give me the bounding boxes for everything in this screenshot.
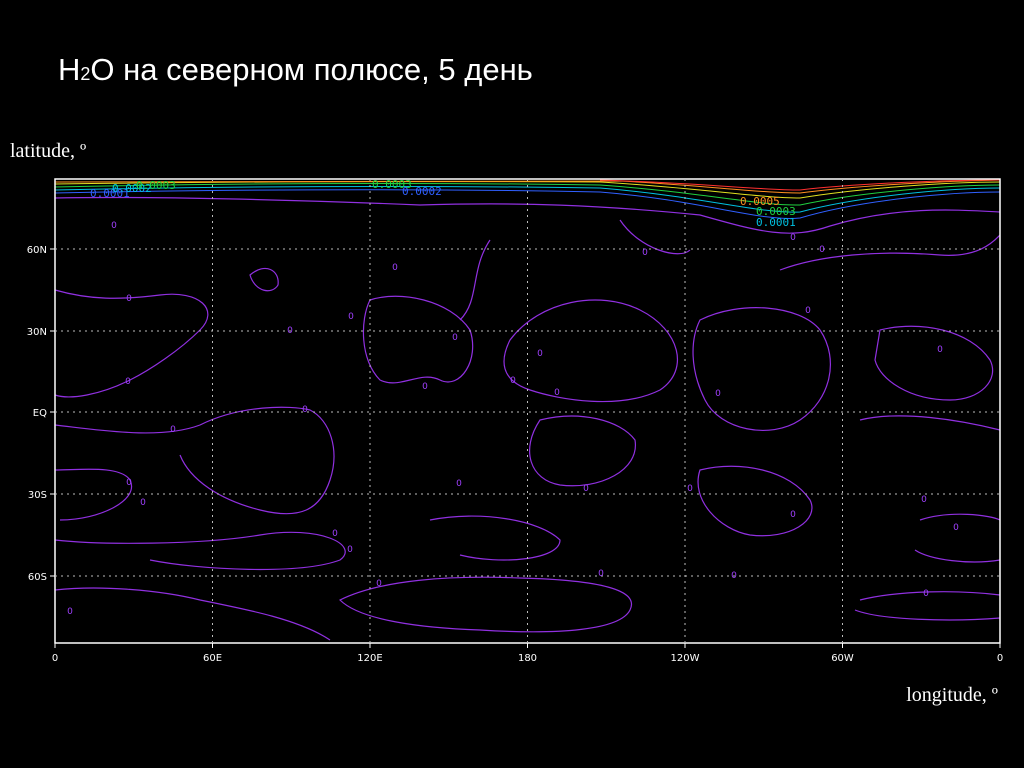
zero-contour-label: 0 — [790, 510, 796, 520]
zero-contour-label: 0 — [805, 306, 811, 316]
contour-line — [54, 186, 1001, 213]
x-tick-label: 180 — [518, 653, 537, 664]
zero-contour-label: 0 — [554, 388, 560, 398]
x-tick-label: 120E — [357, 653, 382, 664]
zero-contour-label: 0 — [790, 233, 796, 243]
zero-contour-label: 0 — [125, 377, 131, 387]
contour-label: 0.0002 — [402, 185, 442, 198]
zero-contour-label: 0 — [422, 382, 428, 392]
zero-contour-label: 0 — [332, 529, 338, 539]
zero-contour-label: 0 — [140, 498, 146, 508]
x-tick-label: 60W — [831, 653, 854, 664]
zero-contour-label: 0 — [510, 376, 516, 386]
contour-line — [54, 531, 346, 571]
contour-line — [249, 267, 279, 292]
zero-contour-label: 0 — [953, 523, 959, 533]
zero-contour-label: 0 — [170, 425, 176, 435]
contour-line — [429, 515, 561, 561]
contour-label: 0.0003 — [136, 179, 176, 192]
zero-contour-label: 0 — [347, 545, 353, 555]
contour-line — [859, 415, 1001, 431]
contour-line — [874, 325, 994, 401]
title: H2O на северном полюсе, 5 день — [58, 52, 533, 87]
contour-line — [338, 576, 633, 633]
zero-contour-label: 0 — [642, 248, 648, 258]
y-tick-label: 30N — [27, 327, 47, 338]
contour-line — [362, 295, 474, 384]
y-tick-label: 30S — [28, 490, 47, 501]
zero-contour-label: 0 — [392, 263, 398, 273]
zero-contour-label: 0 — [456, 479, 462, 489]
zero-contour-label: 0 — [67, 607, 73, 617]
y-axis-label: latitude, º — [10, 140, 86, 162]
contour-line — [697, 465, 813, 537]
contour-line — [503, 299, 678, 403]
zero-contour-label: 0 — [937, 345, 943, 355]
x-tick-label: 0 — [52, 653, 58, 664]
zero-contour-label: 0 — [376, 579, 382, 589]
contour-line — [54, 406, 335, 515]
zero-contour-label: 0 — [583, 484, 589, 494]
contour-label: 0.0005 — [740, 195, 780, 208]
zero-contour-label: 0 — [287, 326, 293, 336]
contour-line — [914, 513, 1001, 563]
zero-contour-label: 0 — [302, 405, 308, 415]
contour-label: 0.0002 — [112, 182, 152, 195]
contour-line — [54, 183, 1001, 206]
zero-contour-label: 0 — [921, 495, 927, 505]
zero-contour-label: 0 — [537, 349, 543, 359]
contour-label: 0.0001 — [756, 216, 796, 229]
contour-line — [54, 468, 133, 521]
title-subscript: 2 — [80, 64, 90, 84]
y-tick-label: 60N — [27, 245, 47, 256]
contour-line — [854, 591, 1001, 621]
contour-line — [459, 219, 691, 321]
contour-label: 0.0003 — [372, 178, 412, 191]
contour-line — [54, 181, 1001, 199]
contour-line — [692, 307, 831, 431]
contour-line — [54, 196, 1001, 234]
zero-contour-label: 0 — [731, 571, 737, 581]
zero-contour-label: 0 — [126, 478, 132, 488]
contour-label: 0.0001 — [90, 187, 130, 200]
title-rest: O на северном полюсе, 5 день — [90, 52, 532, 87]
zero-contour-label: 0 — [126, 294, 132, 304]
contour-line — [599, 179, 1001, 191]
zero-contour-label: 0 — [715, 389, 721, 399]
contour-line — [54, 587, 331, 641]
x-tick-label: 60E — [203, 653, 222, 664]
y-tick-label: 60S — [28, 572, 47, 583]
x-axis-label: longitude, º — [906, 684, 998, 706]
zero-contour-label: 0 — [111, 221, 117, 231]
contours — [54, 179, 1001, 641]
zero-contour-label: 0 — [598, 569, 604, 579]
plot — [54, 179, 1001, 641]
y-tick-label: EQ — [33, 408, 47, 419]
title-base: H — [58, 52, 80, 87]
zero-contour-label: 0 — [452, 333, 458, 343]
x-tick-label: 120W — [671, 653, 700, 664]
zero-contour-label: 0 — [348, 312, 354, 322]
zero-contour-label: 0 — [819, 245, 825, 255]
x-tick-label: 0 — [997, 653, 1003, 664]
contour-line — [529, 415, 636, 487]
contour-line — [54, 189, 1001, 219]
contour-line — [54, 289, 209, 398]
contour-label: 0.0003 — [756, 205, 796, 218]
zero-contour-label: 0 — [687, 484, 693, 494]
contour-line — [779, 234, 1001, 271]
zero-contour-label: 0 — [923, 589, 929, 599]
